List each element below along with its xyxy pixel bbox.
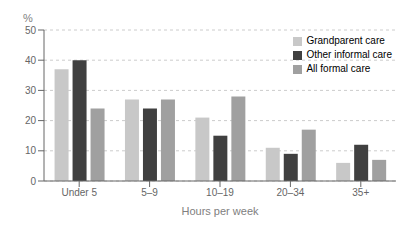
svg-text:5–9: 5–9 — [141, 187, 158, 198]
svg-text:Hours per week: Hours per week — [181, 205, 259, 217]
svg-text:35+: 35+ — [352, 187, 369, 198]
svg-text:20: 20 — [25, 115, 37, 126]
svg-text:10–19: 10–19 — [206, 187, 234, 198]
svg-text:%: % — [23, 12, 33, 24]
svg-text:0: 0 — [30, 176, 36, 187]
svg-text:50: 50 — [25, 25, 37, 36]
svg-text:40: 40 — [25, 55, 37, 66]
svg-text:10: 10 — [25, 145, 37, 156]
svg-text:20–34: 20–34 — [276, 187, 304, 198]
html-text:All formal care: All formal care — [306, 63, 371, 74]
svg-text:30: 30 — [25, 85, 37, 96]
html-text:Grandparent care: Grandparent care — [306, 35, 385, 46]
html-text:Other informal care: Other informal care — [306, 49, 392, 60]
svg-text:Under 5: Under 5 — [61, 187, 97, 198]
